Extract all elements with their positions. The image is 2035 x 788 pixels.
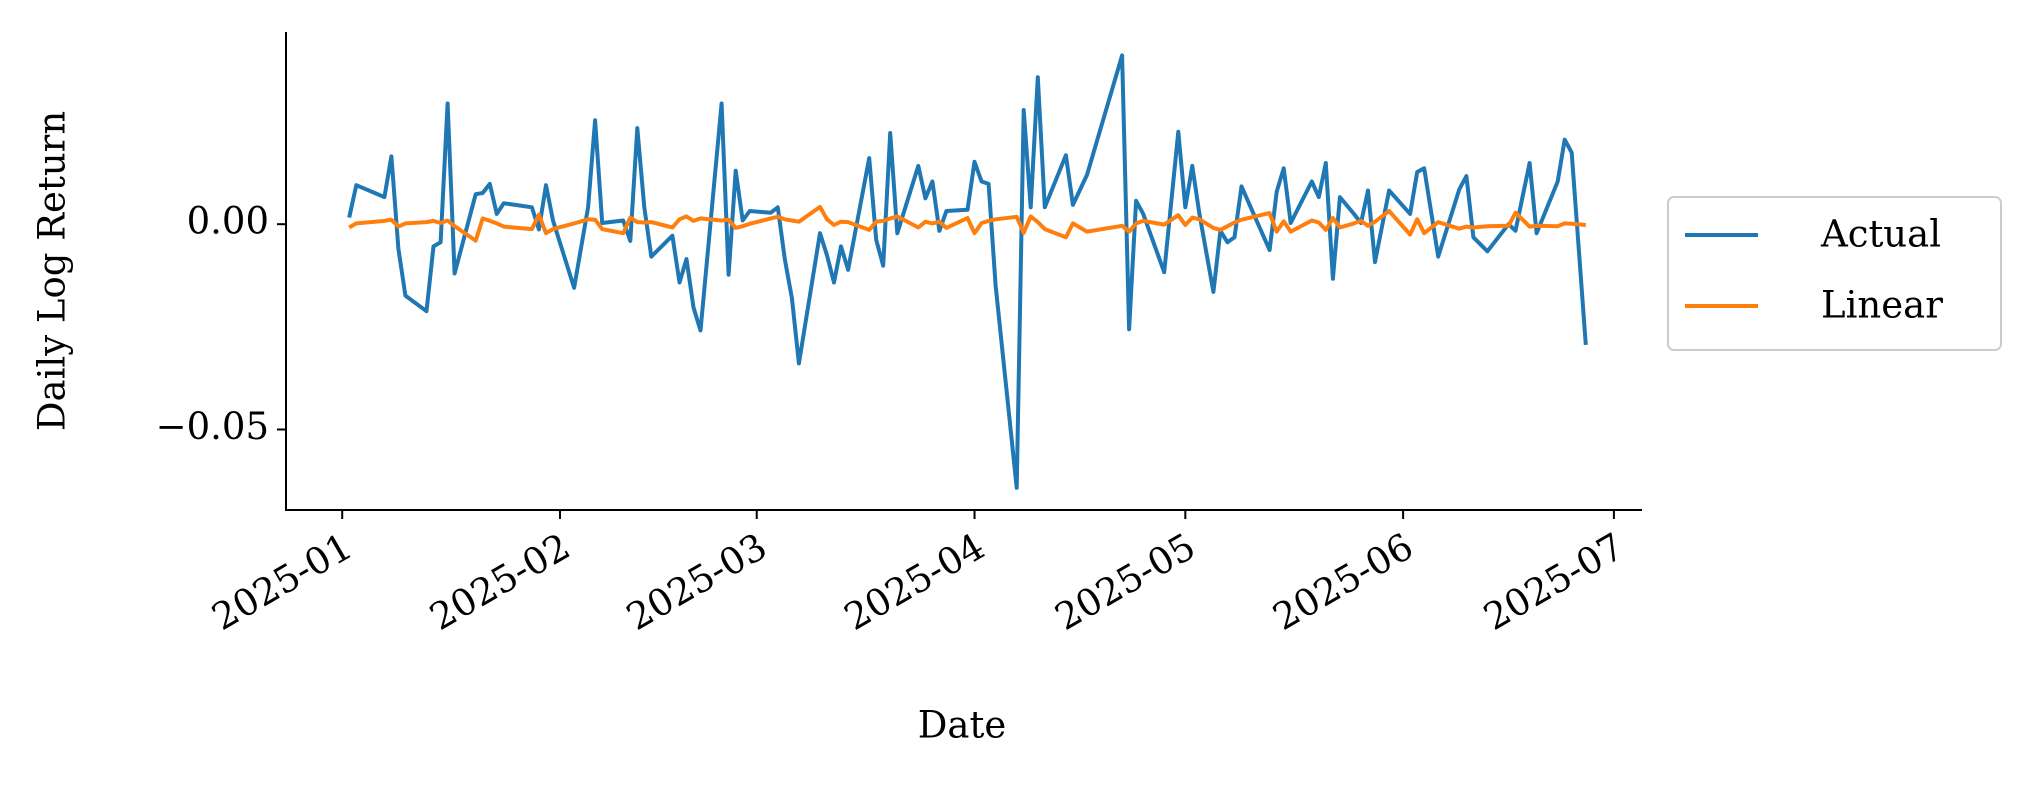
x-tick-label: 2025-01 <box>205 525 360 639</box>
x-axis-label: Date <box>918 704 1007 747</box>
x-tick-label: 2025-06 <box>1266 525 1421 639</box>
y-tick-label: −0.05 <box>156 405 269 448</box>
x-tick-label: 2025-02 <box>423 525 578 639</box>
x-tick-label: 2025-07 <box>1476 525 1631 639</box>
legend-label: Linear <box>1821 284 1943 327</box>
x-tick-label: 2025-05 <box>1048 525 1203 639</box>
legend: Actual Linear <box>1667 196 2002 351</box>
series-line <box>347 53 1588 490</box>
legend-label: Actual <box>1820 213 1941 256</box>
series-line <box>348 204 1586 243</box>
x-tick-label: 2025-03 <box>619 525 774 639</box>
x-tick-label: 2025-04 <box>837 525 992 639</box>
y-tick-label: 0.00 <box>187 200 269 243</box>
y-axis-label: Daily Log Return <box>31 111 74 431</box>
